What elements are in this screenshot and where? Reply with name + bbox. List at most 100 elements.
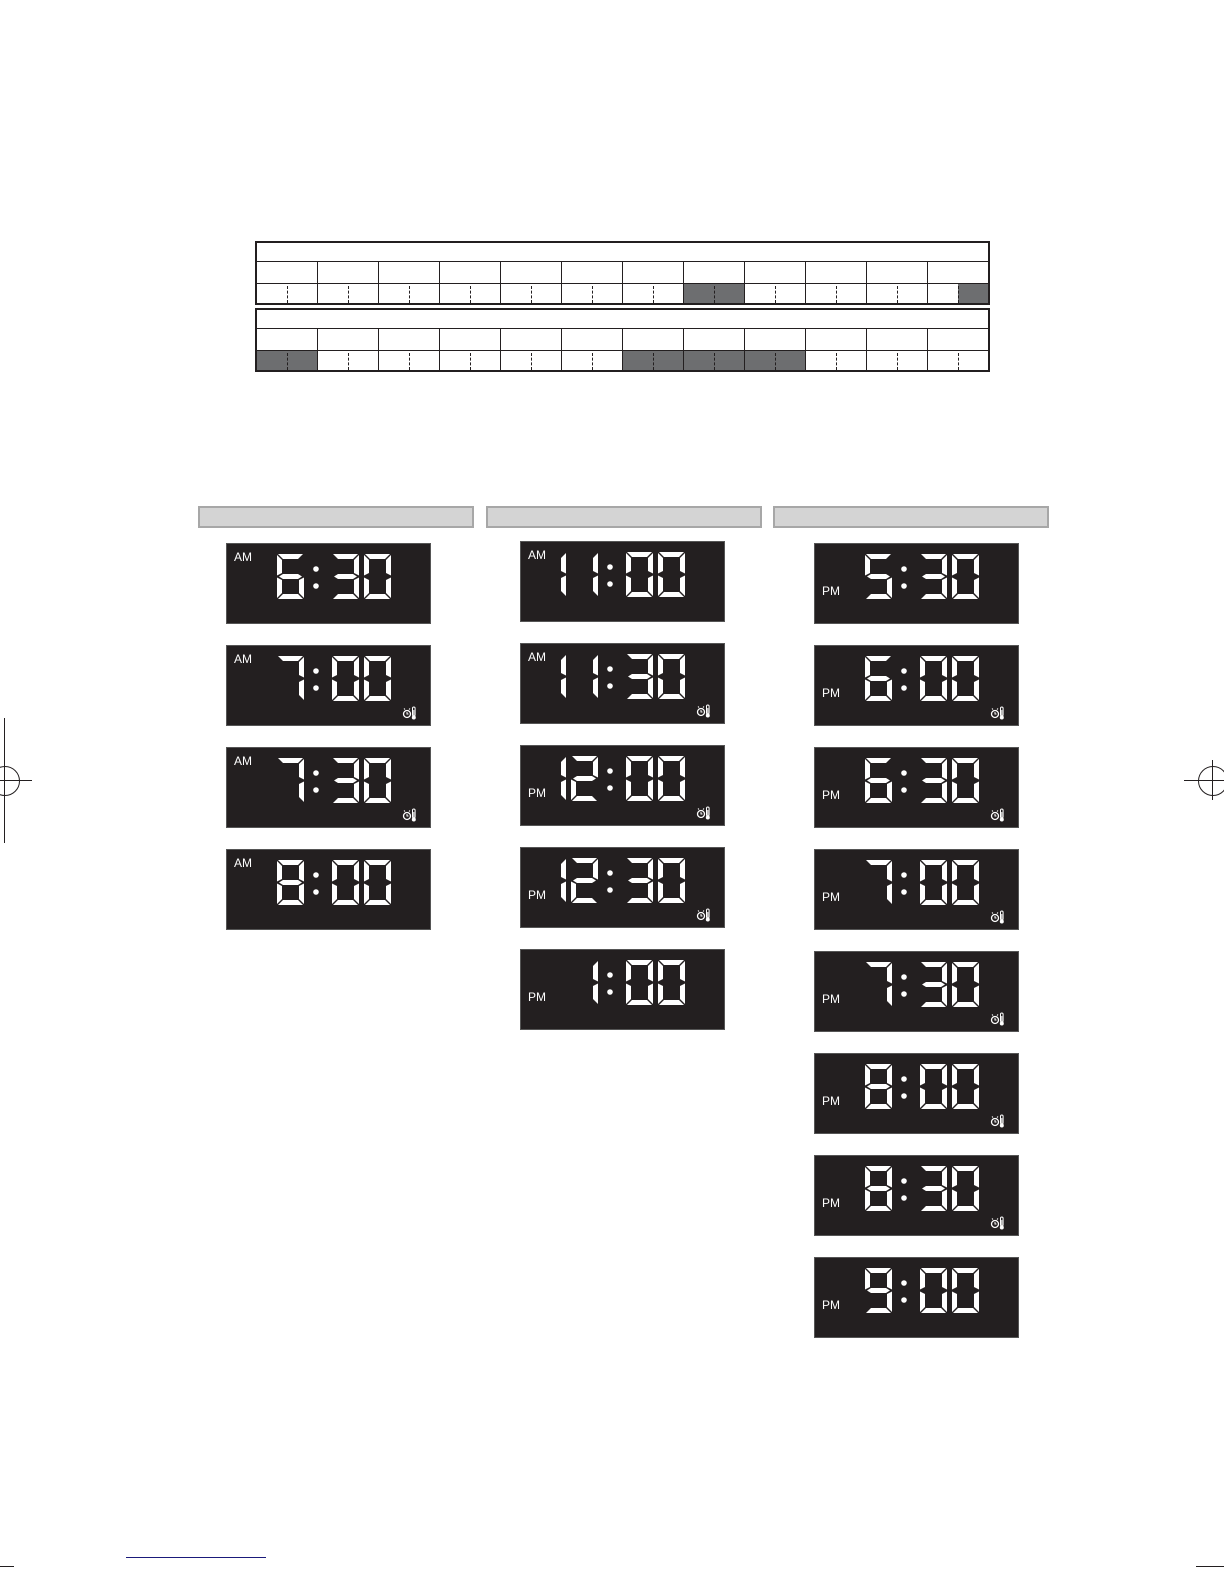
schedule-header-cell (562, 262, 623, 283)
schedule-table (255, 308, 990, 372)
timer-thermometer-icon (402, 807, 418, 828)
digit-0 (952, 1064, 979, 1109)
schedule-header-row (257, 262, 988, 284)
slot-divider (897, 286, 898, 303)
half-hour-slot (958, 351, 988, 370)
schedule-header-cell (257, 262, 318, 283)
half-hour-slot (897, 284, 927, 303)
period-label: AM (528, 548, 546, 562)
crop-mark-bottom-right (1196, 1566, 1224, 1567)
digit-1 (593, 961, 598, 1004)
time-digits (561, 654, 685, 699)
lcd-display: PM9:00 (814, 1257, 1019, 1338)
half-hour-slot (379, 351, 409, 370)
schedule-slot (440, 351, 501, 370)
half-hour-slot (440, 284, 470, 303)
digit-0 (952, 554, 979, 599)
schedule-slot (684, 351, 745, 370)
digit-2 (571, 756, 598, 801)
lcd-display: AM11:00 (520, 541, 725, 622)
schedule-header-cell (501, 262, 562, 283)
schedule-slot (623, 351, 684, 370)
time-digits (277, 554, 391, 599)
digit-7 (866, 860, 892, 904)
column-header-bar (198, 506, 474, 528)
digit-7 (866, 962, 892, 1006)
schedule-header-cell (440, 329, 501, 350)
lcd-display: PM7:30 (814, 951, 1019, 1032)
digit-1 (593, 553, 598, 596)
period-label: PM (528, 786, 546, 800)
timer-thermometer-icon (696, 907, 712, 928)
half-hour-slot (562, 284, 592, 303)
period-label: PM (528, 888, 546, 902)
registration-circle-right (1198, 766, 1224, 796)
schedule-header-cell (867, 262, 928, 283)
period-label: AM (234, 652, 252, 666)
half-hour-slot (287, 351, 317, 370)
column-header-bar (773, 506, 1049, 528)
schedule-title-row (257, 243, 988, 262)
schedule-slot (562, 351, 623, 370)
digit-6 (277, 554, 304, 599)
schedule-header-row (257, 329, 988, 351)
slot-divider (348, 353, 349, 370)
colon (607, 870, 613, 893)
slot-divider (287, 353, 288, 370)
half-hour-slot (592, 351, 622, 370)
time-digits (561, 552, 685, 597)
period-label: AM (234, 550, 252, 564)
digit-0 (626, 960, 653, 1005)
timer-thermometer-icon (696, 703, 712, 724)
registration-circle-left (0, 766, 20, 796)
half-hour-slot (531, 351, 561, 370)
half-hour-slot (409, 351, 439, 370)
digit-1 (593, 655, 598, 698)
digit-0 (658, 756, 685, 801)
digit-0 (364, 758, 391, 803)
digit-3 (333, 554, 359, 599)
slot-divider (592, 353, 593, 370)
digit-8 (865, 1166, 892, 1211)
schedule-slot (257, 351, 318, 370)
slot-divider (531, 353, 532, 370)
digit-1 (561, 553, 566, 596)
schedule-slot (623, 284, 684, 303)
time-digits (278, 758, 391, 803)
colon (901, 1280, 907, 1303)
half-hour-slot (257, 284, 287, 303)
digit-0 (952, 962, 979, 1007)
half-hour-slot (958, 284, 988, 303)
half-hour-slot (867, 284, 897, 303)
lcd-display: AM7:30 (226, 747, 431, 828)
time-digits (865, 656, 979, 701)
schedule-slot (928, 351, 988, 370)
digit-3 (921, 758, 947, 803)
schedule-slot (867, 284, 928, 303)
half-hour-slot (897, 351, 927, 370)
timer-thermometer-icon (990, 909, 1006, 930)
digit-0 (364, 860, 391, 905)
column-header-bar (486, 506, 762, 528)
digit-0 (332, 860, 359, 905)
half-hour-slot (806, 351, 836, 370)
digit-3 (921, 1166, 947, 1211)
slot-divider (836, 353, 837, 370)
half-hour-slot (318, 351, 348, 370)
schedule-header-cell (684, 262, 745, 283)
crop-mark-bottom-left (0, 1566, 14, 1567)
slot-divider (897, 353, 898, 370)
period-label: PM (822, 1094, 840, 1108)
schedule-slot (867, 351, 928, 370)
half-hour-slot (531, 284, 561, 303)
colon (607, 768, 613, 791)
slot-divider (714, 286, 715, 303)
schedule-slot (928, 284, 988, 303)
time-digits (865, 1166, 979, 1211)
half-hour-slot (653, 351, 683, 370)
schedule-header-cell (318, 329, 379, 350)
digit-0 (658, 552, 685, 597)
slot-divider (470, 286, 471, 303)
period-label: AM (234, 856, 252, 870)
digit-0 (920, 860, 947, 905)
